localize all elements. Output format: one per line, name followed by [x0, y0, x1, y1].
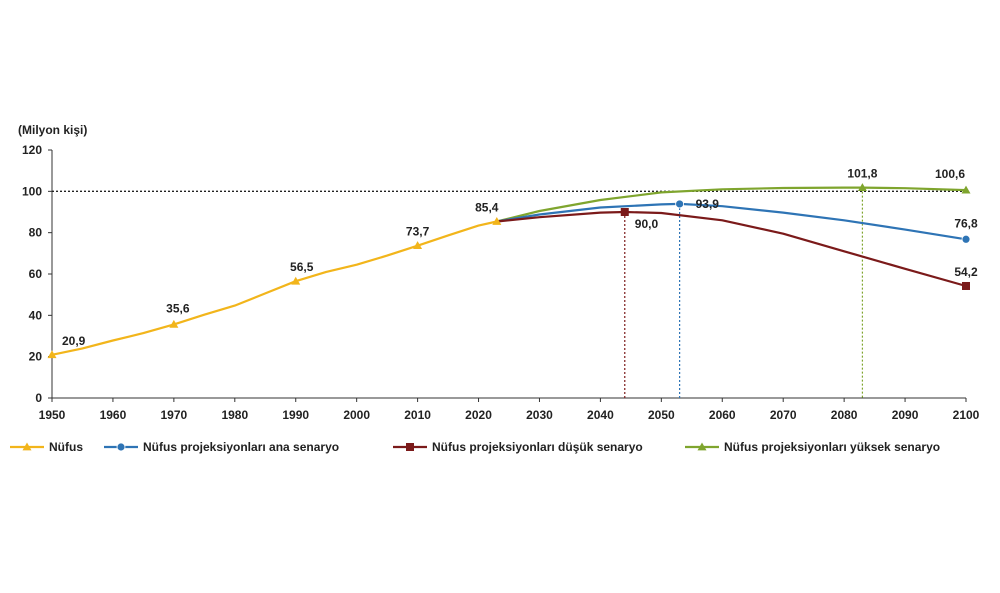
data-label: 54,2	[954, 265, 978, 279]
data-point	[962, 281, 970, 290]
data-point	[620, 208, 629, 216]
legend-marker	[406, 443, 414, 451]
x-tick-label: 2070	[770, 408, 797, 422]
x-tick-label: 2040	[587, 408, 614, 422]
series-line	[50, 220, 498, 356]
data-label: 76,8	[954, 216, 978, 230]
data-point	[675, 199, 685, 209]
legend-label: Nüfus projeksiyonları düşük senaryo	[432, 440, 643, 454]
x-tick-label: 2030	[526, 408, 553, 422]
x-tick-label: 2000	[343, 408, 370, 422]
data-label: 90,0	[635, 217, 659, 231]
data-label: 73,7	[406, 225, 430, 239]
data-label: 56,5	[290, 260, 314, 274]
data-label: 93,9	[696, 197, 720, 211]
y-tick-label: 0	[35, 391, 42, 405]
series-line	[495, 202, 968, 241]
x-tick-label: 1990	[282, 408, 309, 422]
y-tick-label: 120	[22, 143, 42, 157]
x-tick-label: 2020	[465, 408, 492, 422]
x-tick-label: 2010	[404, 408, 431, 422]
series-line	[495, 210, 968, 288]
data-point	[169, 319, 179, 328]
series-line	[495, 186, 968, 223]
data-point	[857, 183, 867, 191]
data-label: 35,6	[166, 301, 190, 315]
data-label: 101,8	[847, 167, 877, 181]
legend-marker	[116, 442, 126, 452]
y-tick-label: 60	[29, 267, 43, 281]
x-tick-label: 2100	[953, 408, 980, 422]
y-tick-label: 20	[29, 350, 43, 364]
x-tick-label: 2060	[709, 408, 736, 422]
y-tick-label: 80	[29, 226, 43, 240]
x-tick-label: 2090	[892, 408, 919, 422]
y-axis-unit-label: (Milyon kişi)	[18, 123, 87, 137]
y-tick-label: 40	[29, 308, 43, 322]
y-tick-label: 100	[22, 184, 42, 198]
legend-label: Nüfus projeksiyonları yüksek senaryo	[724, 440, 940, 454]
legend-marker	[697, 442, 707, 451]
x-tick-label: 2080	[831, 408, 858, 422]
data-point	[413, 241, 423, 250]
x-tick-label: 1950	[39, 408, 66, 422]
x-tick-label: 1970	[161, 408, 188, 422]
data-label: 20,9	[62, 334, 86, 348]
data-label: 100,6	[935, 167, 965, 181]
data-point	[492, 217, 502, 225]
legend-label: Nüfus projeksiyonları ana senaryo	[143, 440, 339, 454]
x-tick-label: 2050	[648, 408, 675, 422]
data-point	[47, 350, 57, 359]
data-point	[961, 185, 971, 194]
data-point	[291, 276, 301, 285]
legend-marker	[22, 442, 32, 451]
data-label: 85,4	[475, 201, 499, 215]
x-tick-label: 1960	[100, 408, 127, 422]
x-tick-label: 1980	[221, 408, 248, 422]
legend-label: Nüfus	[49, 440, 83, 454]
data-point	[961, 234, 971, 244]
